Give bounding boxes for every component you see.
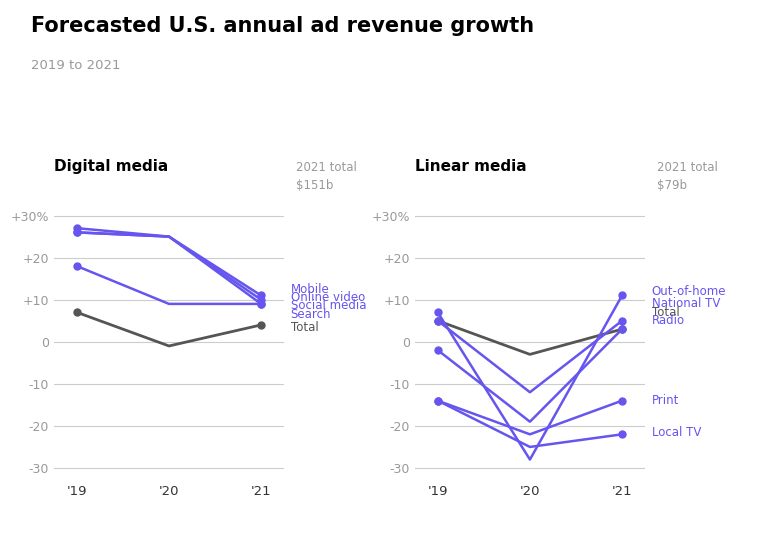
Text: Radio: Radio (651, 314, 685, 327)
Text: Search: Search (290, 308, 331, 321)
Text: Print: Print (651, 394, 679, 407)
Text: Total: Total (290, 320, 319, 334)
Text: Digital media: Digital media (54, 159, 168, 174)
Text: $79b: $79b (657, 179, 687, 192)
Text: Linear media: Linear media (415, 159, 526, 174)
Text: Total: Total (651, 306, 680, 319)
Text: Online video: Online video (290, 291, 365, 304)
Text: National TV: National TV (651, 297, 720, 310)
Text: Out-of-home: Out-of-home (651, 285, 726, 298)
Text: $151b: $151b (296, 179, 333, 192)
Text: 2021 total: 2021 total (296, 161, 356, 174)
Text: 2021 total: 2021 total (657, 161, 717, 174)
Text: 2019 to 2021: 2019 to 2021 (31, 59, 121, 72)
Text: Forecasted U.S. annual ad revenue growth: Forecasted U.S. annual ad revenue growth (31, 16, 534, 36)
Text: Local TV: Local TV (651, 426, 701, 439)
Text: Social media: Social media (290, 300, 366, 312)
Text: Mobile: Mobile (290, 282, 329, 296)
